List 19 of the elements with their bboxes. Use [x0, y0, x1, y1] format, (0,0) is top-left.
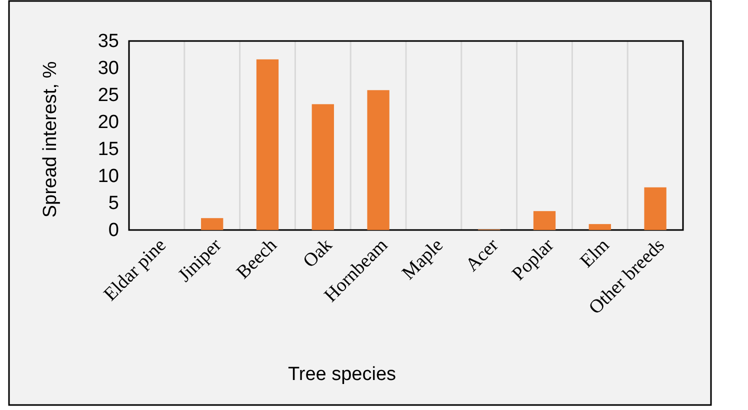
y-tick-label: 25 [98, 85, 119, 106]
x-axis-title: Tree species [288, 364, 396, 385]
y-tick-label: 30 [98, 58, 119, 80]
x-tick-label: Acer [462, 234, 504, 276]
y-tick-label: 35 [98, 31, 119, 52]
y-tick-label: 5 [108, 193, 119, 214]
bar [256, 59, 279, 230]
bar [533, 211, 556, 230]
y-tick-label: 15 [98, 139, 119, 160]
y-tick-label: 10 [98, 166, 119, 188]
y-axis-title: Spread interest, % [40, 61, 61, 218]
bar [367, 90, 390, 230]
x-tick-label: Elm [576, 234, 614, 272]
bar [588, 224, 611, 230]
bar [312, 104, 334, 230]
y-tick-label: 20 [98, 112, 119, 134]
y-tick-label: 0 [108, 220, 119, 242]
bar [201, 218, 224, 230]
bar [644, 187, 666, 230]
